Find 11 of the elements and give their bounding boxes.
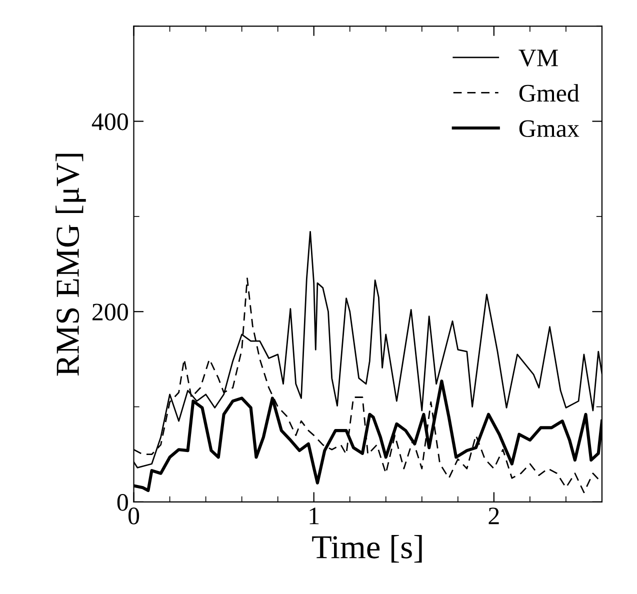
x-axis-title: Time [s] (312, 535, 422, 563)
legend-label: Gmax (519, 120, 580, 138)
legend-label: VM (518, 50, 558, 67)
x-tick-label: 1 (310, 508, 319, 524)
x-tick-label: 0 (128, 508, 140, 524)
x-tick-label: 2 (488, 508, 499, 524)
y-tick-label: 0 (117, 494, 128, 511)
y-axis-title: RMS EMG [μV] (56, 154, 86, 376)
y-tick-label: 200 (92, 304, 128, 321)
legend-label: Gmed (519, 84, 580, 102)
y-tick-label: 400 (92, 113, 128, 130)
